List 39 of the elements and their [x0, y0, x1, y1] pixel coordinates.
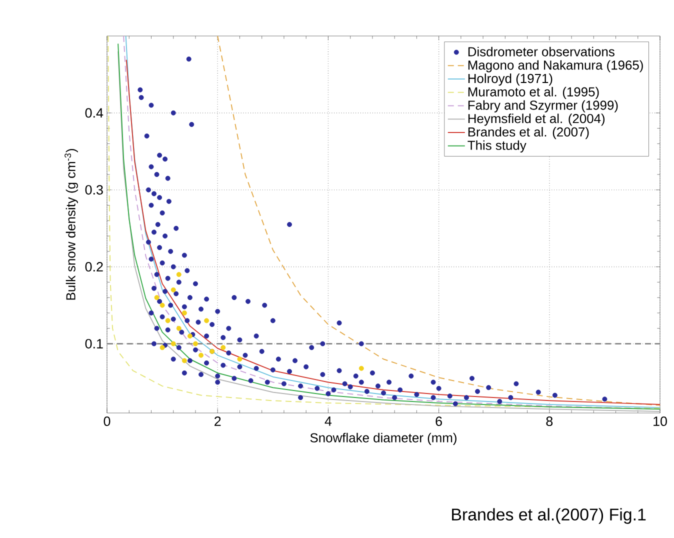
y-tick-label: 0.3	[85, 185, 103, 195]
y-axis-title: Bulk snow density (g cm$^{-3}$)	[64, 149, 78, 300]
x-tick-label: 8	[546, 416, 553, 426]
legend-label: Muramoto et al. (1995)	[468, 86, 599, 100]
text: Brandes et al.(2007) Fig.1	[452, 508, 646, 524]
point	[204, 318, 210, 324]
point	[176, 272, 182, 277]
y-tick-label: 0.4	[85, 108, 104, 118]
x-axis-title: Snowflake diameter (mm)	[310, 432, 456, 445]
x-tick-label: 0	[104, 416, 110, 426]
point	[176, 326, 182, 331]
point	[170, 287, 176, 292]
point	[182, 310, 187, 316]
y-tick-label: 0.2	[85, 262, 103, 272]
point	[193, 341, 198, 346]
legend-label: Holroyd (1971)	[468, 74, 552, 86]
point	[198, 352, 204, 358]
point	[154, 295, 160, 300]
legend-label: Disdrometer observations	[468, 46, 614, 56]
point	[165, 318, 170, 324]
line-series	[217, 36, 660, 406]
point	[182, 358, 187, 364]
point	[358, 366, 364, 371]
point	[187, 334, 192, 339]
y-tick-label: 0.1	[85, 338, 103, 348]
point	[170, 341, 176, 346]
x-tick-label: 4	[324, 416, 332, 426]
point	[160, 345, 165, 350]
legend-label: Heymsfield et al. (2004)	[468, 114, 605, 126]
legend-label: Brandes et al. (2007)	[468, 127, 589, 140]
point	[237, 356, 242, 362]
legend-label: Fabry and Szyrmer (1999)	[468, 100, 618, 112]
point	[160, 302, 165, 308]
point	[220, 345, 226, 350]
legend-label: Magono and Nakamura (1965)	[468, 60, 643, 72]
x-tick-label: 10	[654, 416, 667, 426]
x-tick-label: 6	[436, 416, 442, 426]
legend-label: This study	[468, 140, 526, 152]
x-tick-label: 2	[214, 416, 221, 426]
